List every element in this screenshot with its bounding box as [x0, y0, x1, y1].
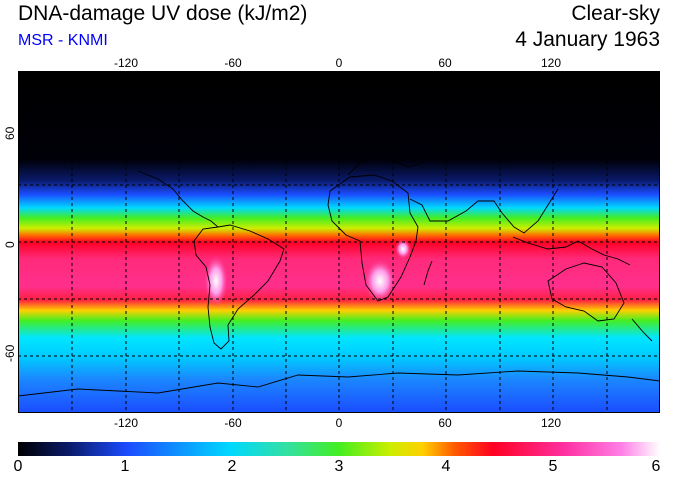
- madagascar-coast: [423, 260, 433, 286]
- lat-label-left-m60: -60: [3, 344, 17, 362]
- colorbar-tick-3: 3: [334, 458, 344, 475]
- lon-label-top-0: 0: [335, 56, 343, 70]
- map-frame: [18, 71, 660, 413]
- lon-label-bottom-120: 120: [540, 416, 562, 430]
- coastlines: [18, 156, 660, 397]
- indonesia-coast: [512, 236, 631, 266]
- map-title: DNA-damage UV dose (kJ/m2): [18, 2, 308, 25]
- south-asia-coast: [409, 188, 559, 234]
- lon-label-bottom-m120: -120: [113, 416, 139, 430]
- australia-outline: [547, 262, 625, 322]
- lon-label-bottom-m60: -60: [224, 416, 242, 430]
- lon-label-top-m60: -60: [224, 56, 242, 70]
- colorbar-tick-5: 5: [548, 458, 558, 475]
- colorbar-gradient: [18, 442, 660, 456]
- colorbar-tick-2: 2: [227, 458, 237, 475]
- central-america-coast: [137, 170, 219, 228]
- date-label: 4 January 1963: [515, 28, 660, 51]
- hotspot-andes: [204, 255, 228, 307]
- lon-label-top-60: 60: [438, 56, 452, 70]
- colorbar-tick-0: 0: [13, 458, 23, 475]
- lon-label-top-120: 120: [540, 56, 562, 70]
- uv-dose-map: [18, 71, 660, 413]
- lat-label-left-0: 0: [3, 241, 17, 248]
- lat-label-left-60: 60: [3, 126, 17, 140]
- south-america-outline: [193, 224, 285, 350]
- mediterranean-coast: [347, 156, 424, 176]
- africa-outline: [327, 174, 419, 302]
- lon-label-top-m120: -120: [113, 56, 139, 70]
- colorbar-tick-6: 6: [651, 458, 661, 475]
- colorbar: [18, 442, 660, 456]
- sky-condition-label: Clear-sky: [571, 2, 660, 25]
- graticule: [18, 71, 660, 413]
- hotspot-east-africa: [395, 239, 411, 259]
- colorbar-tick-1: 1: [120, 458, 130, 475]
- hotspot-southern-africa: [364, 259, 396, 303]
- lon-label-bottom-0: 0: [335, 416, 343, 430]
- source-label: MSR - KNMI: [18, 32, 108, 49]
- antarctica-coast: [18, 370, 660, 397]
- colorbar-tick-4: 4: [441, 458, 451, 475]
- new-zealand-coast: [631, 318, 653, 342]
- lon-label-bottom-60: 60: [438, 416, 452, 430]
